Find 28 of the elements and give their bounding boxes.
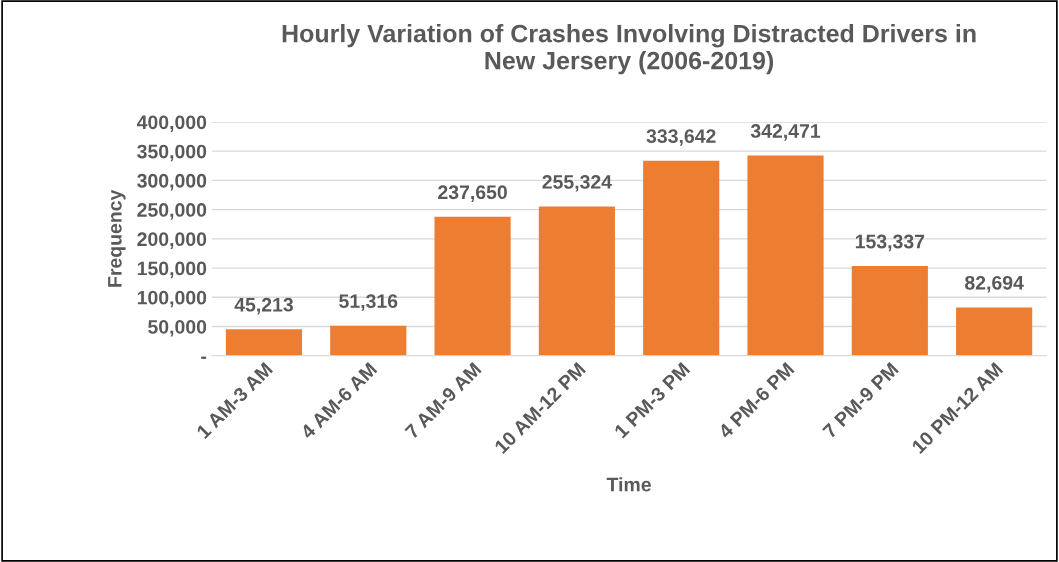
- bar: [956, 307, 1033, 356]
- y-tick-label: 150,000: [137, 261, 207, 279]
- bar: [643, 160, 720, 356]
- data-label: 82,694: [965, 275, 1024, 293]
- x-axis-title: Time: [606, 477, 651, 492]
- y-tick-label: 250,000: [137, 203, 207, 220]
- y-tick-label: 100,000: [137, 290, 207, 308]
- y-axis-title: Frequency: [108, 189, 126, 287]
- y-tick-label: 200,000: [137, 232, 207, 249]
- data-label: 255,324: [542, 175, 612, 192]
- bar: [225, 329, 303, 356]
- y-tick-label: -: [201, 356, 207, 359]
- bar: [538, 206, 615, 356]
- data-label: 153,337: [855, 234, 925, 252]
- data-label: 333,642: [646, 129, 716, 146]
- data-label: 51,316: [339, 294, 398, 311]
- data-label: 237,650: [438, 185, 507, 202]
- y-tick-label: 300,000: [137, 173, 207, 191]
- bar: [851, 266, 928, 356]
- bar: [330, 325, 407, 356]
- bar: [434, 216, 511, 356]
- bar: [747, 155, 824, 356]
- data-label: 342,471: [750, 124, 821, 141]
- y-tick-label: 350,000: [137, 144, 207, 162]
- chart-title: Hourly Variation of Crashes Involving Distracted Drivers in New Jersery (2006-2019): [282, 24, 976, 75]
- y-tick-label: 400,000: [136, 115, 207, 133]
- data-label: 45,213: [234, 297, 293, 315]
- y-tick-label: 50,000: [148, 319, 207, 337]
